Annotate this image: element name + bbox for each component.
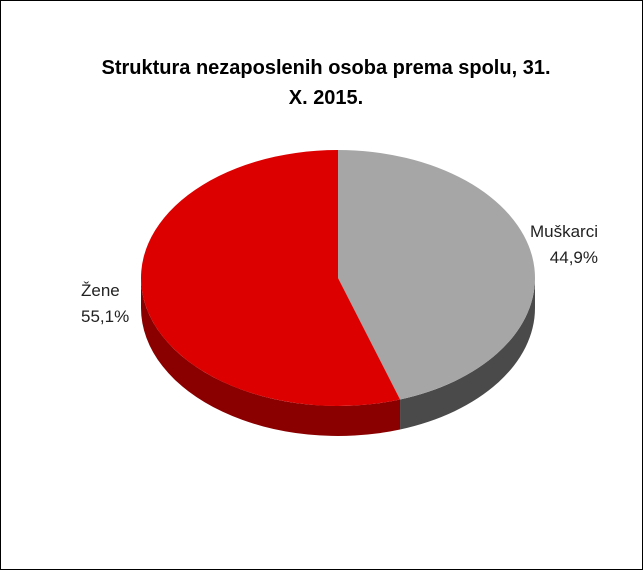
slice-label: Muškarci [530, 222, 598, 241]
chart-title: Struktura nezaposlenih osoba prema spolu… [101, 57, 551, 109]
pie-slice [338, 150, 535, 400]
pie-side [400, 278, 535, 430]
value-label: 44,9% [550, 248, 598, 267]
value-label: 55,1% [81, 307, 129, 326]
slice-label: Žene [81, 281, 120, 300]
pie-side [141, 278, 401, 436]
pie-slice [141, 150, 401, 406]
